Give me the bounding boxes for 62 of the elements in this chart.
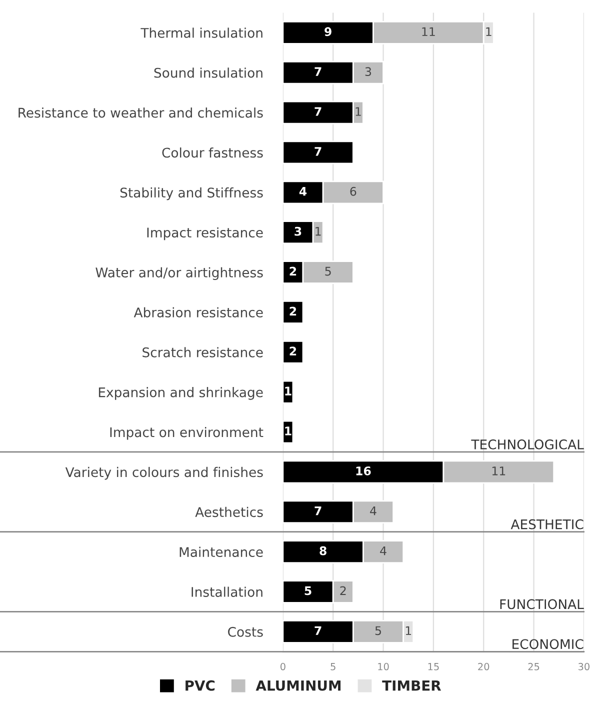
data-label: 1	[486, 27, 492, 36]
data-label: 6	[350, 186, 356, 196]
data-label: 7	[314, 107, 322, 116]
annotation: TECHNOLOGICAL	[471, 439, 584, 450]
annotation: ECONOMIC	[512, 639, 584, 650]
data-label: 11	[492, 466, 506, 476]
y-tick-label: Colour fastness	[162, 147, 263, 158]
data-label: 7	[314, 626, 322, 635]
y-tick-label: Expansion and shrinkage	[98, 387, 263, 400]
annotation: AESTHETIC	[510, 519, 584, 530]
data-label: 4	[299, 187, 307, 196]
x-tick-label: 10	[378, 662, 389, 670]
data-label: 16	[356, 466, 371, 476]
data-label: 9	[324, 27, 332, 36]
x-tick-label: 25	[528, 662, 540, 670]
x-tick-label: 15	[428, 663, 439, 670]
y-tick-label: Stability and Stiffness	[120, 187, 263, 200]
data-label: 5	[304, 586, 312, 596]
y-tick-label: Costs	[228, 626, 263, 637]
y-tick-label: Impact resistance	[147, 227, 263, 240]
data-label: 1	[285, 426, 292, 436]
bar	[282, 140, 354, 164]
data-label: 1	[406, 626, 412, 635]
y-tick-label: Abrasion resistance	[134, 307, 263, 318]
annotation: FUNCTIONAL	[500, 599, 584, 610]
data-label: 7	[314, 506, 322, 516]
x-tick-label: 30	[578, 662, 590, 670]
data-label: 2	[290, 266, 296, 276]
data-label: 1	[356, 107, 361, 116]
y-tick-label: Water and/or airtightness	[96, 267, 263, 280]
x-tick-label: 20	[478, 662, 490, 670]
y-tick-label: Scratch resistance	[142, 347, 263, 358]
data-label: 2	[340, 586, 346, 595]
x-tick-label: 5	[330, 663, 336, 670]
y-tick-label: Variety in colours and finishes	[65, 466, 263, 480]
bar	[282, 300, 304, 324]
data-label: 11	[422, 27, 435, 36]
y-tick-label: Thermal insulation	[140, 28, 262, 38]
data-label: 8	[320, 546, 326, 556]
data-label: 2	[290, 346, 296, 356]
data-label: 7	[314, 147, 322, 156]
data-label: 1	[316, 226, 321, 236]
y-tick-label: Impact on environment	[110, 426, 264, 440]
legend-label: ALUMINUM	[256, 680, 341, 691]
data-label: 3	[365, 67, 372, 76]
bar	[282, 340, 304, 364]
y-tick-label: Maintenance	[180, 546, 263, 558]
data-label: 2	[290, 306, 296, 316]
data-label: 7	[314, 67, 322, 76]
legend-label: PVC	[186, 680, 215, 691]
y-tick-label: Installation	[192, 586, 262, 597]
data-label: 4	[370, 506, 376, 516]
data-label: 4	[380, 546, 386, 556]
data-label: 3	[294, 226, 302, 236]
y-tick-label: Sound insulation	[154, 68, 262, 78]
data-label: 5	[325, 266, 331, 276]
data-label: 1	[285, 386, 292, 396]
y-tick-label: Aesthetics	[195, 506, 263, 518]
data-label: 5	[375, 626, 381, 636]
y-tick-label: Resistance to weather and chemicals	[18, 108, 263, 118]
x-tick-label: 0	[280, 662, 286, 670]
legend-label: TIMBER	[382, 680, 442, 691]
